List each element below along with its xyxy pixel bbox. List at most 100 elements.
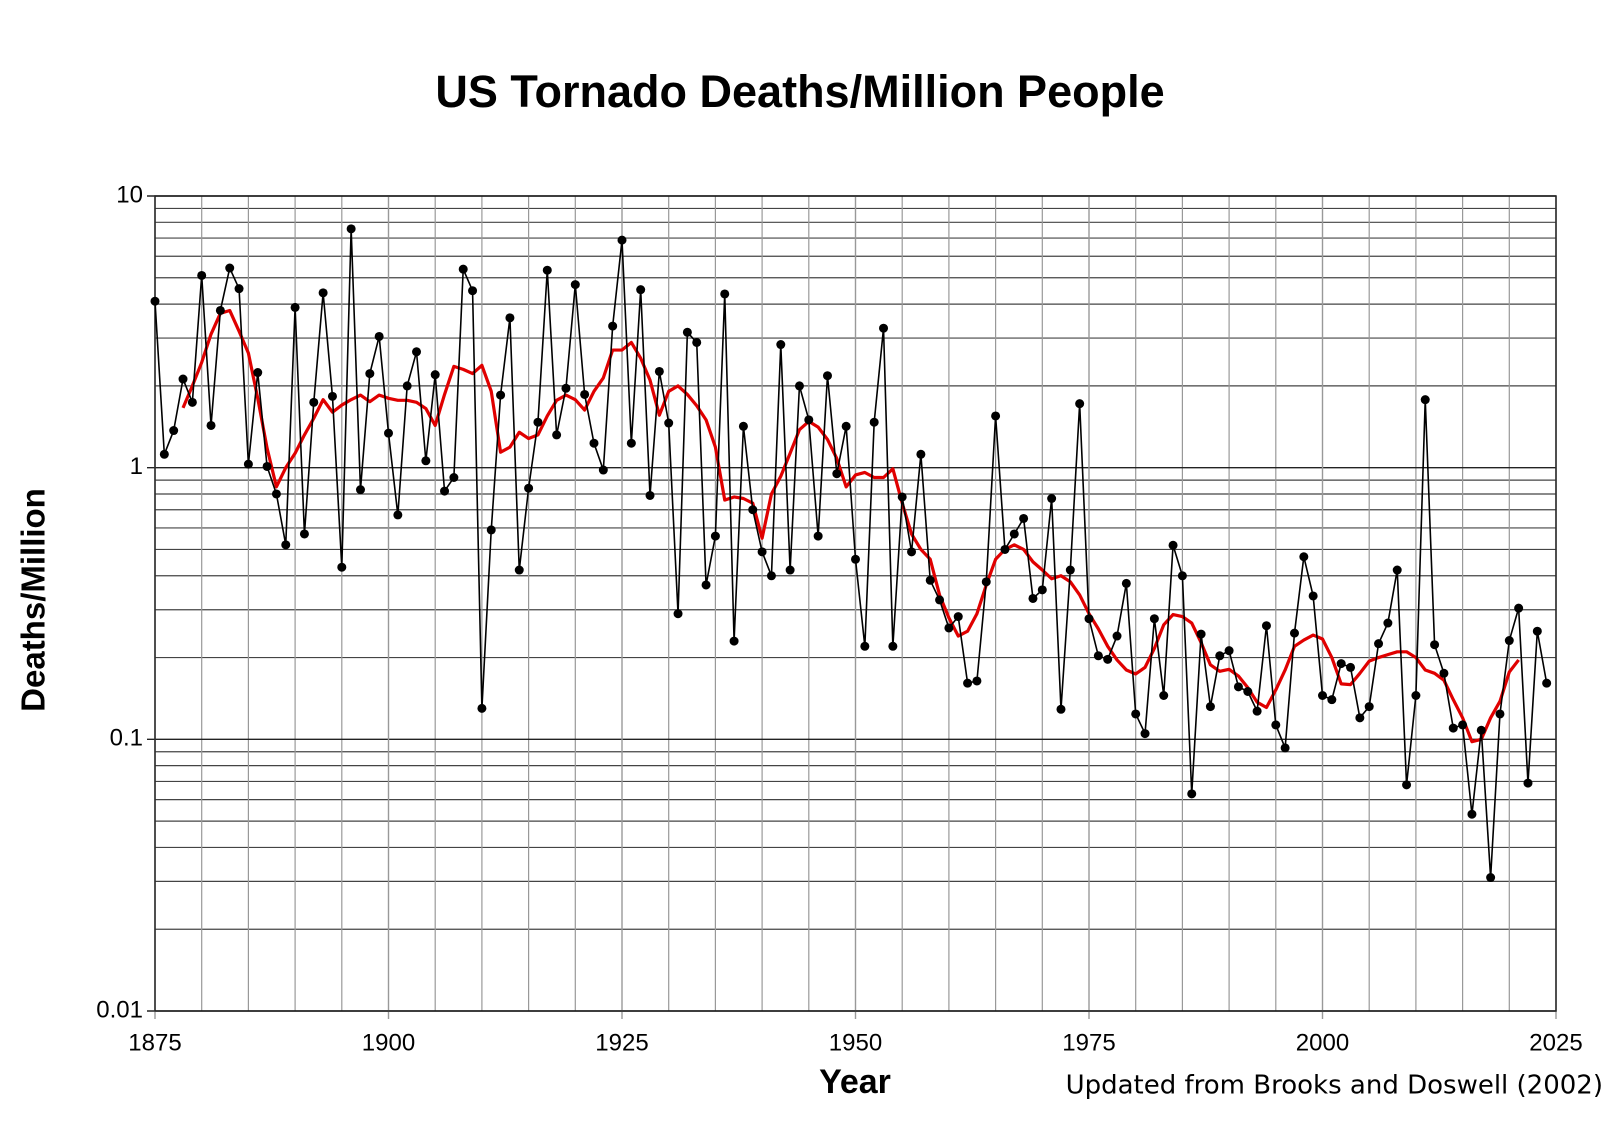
data-point <box>1458 720 1468 730</box>
series-line <box>154 228 1548 879</box>
data-point <box>981 577 991 587</box>
y-tick-label: 0.01 <box>96 996 143 1023</box>
data-point <box>1009 529 1019 539</box>
data-point <box>1196 629 1206 639</box>
source-note: Updated from Brooks and Doswell (2002) <box>1066 1071 1603 1101</box>
data-point <box>879 323 889 333</box>
x-tick-label: 1900 <box>362 1029 415 1056</box>
data-point <box>832 469 842 479</box>
data-point <box>524 483 534 493</box>
data-point <box>440 486 450 496</box>
data-point <box>1430 640 1440 650</box>
data-point <box>1289 628 1299 638</box>
data-point <box>1121 578 1131 588</box>
data-point <box>299 529 309 539</box>
data-point <box>776 340 786 350</box>
data-point <box>1047 494 1057 504</box>
data-point <box>1215 651 1225 661</box>
data-point <box>888 641 898 651</box>
x-tick-label: 1950 <box>829 1029 882 1056</box>
data-point <box>346 224 356 234</box>
data-point <box>822 371 832 381</box>
data-point <box>1205 702 1215 712</box>
data-point <box>963 678 973 688</box>
data-point <box>1383 618 1393 628</box>
data-point <box>1448 723 1458 733</box>
data-point <box>972 676 982 686</box>
data-point <box>337 562 347 572</box>
data-point <box>384 428 393 438</box>
data-point <box>935 595 945 605</box>
data-point <box>542 265 552 275</box>
data-point <box>197 270 207 280</box>
data-point <box>1103 654 1113 664</box>
data-point <box>664 418 674 428</box>
data-point <box>561 383 571 393</box>
y-axis-label: Deaths/Million <box>15 488 52 712</box>
data-point <box>421 456 431 466</box>
data-point <box>1159 690 1169 700</box>
data-point <box>327 391 337 401</box>
data-point <box>804 415 814 425</box>
data-point <box>944 623 954 633</box>
data-point <box>1392 565 1402 575</box>
data-point <box>1542 678 1552 688</box>
data-point <box>1308 591 1318 601</box>
data-point <box>1140 729 1150 739</box>
data-point <box>1439 668 1449 678</box>
data-point <box>496 390 506 400</box>
x-tick-label: 1975 <box>1062 1029 1115 1056</box>
data-point <box>1476 725 1486 735</box>
data-point <box>412 347 422 357</box>
data-point <box>617 235 627 245</box>
data-point <box>309 397 319 407</box>
data-point <box>710 531 720 541</box>
data-point <box>654 366 664 376</box>
data-point <box>1271 720 1281 730</box>
data-point <box>458 264 468 274</box>
chart-title: US Tornado Deaths/Million People <box>435 66 1164 117</box>
data-point <box>1318 690 1327 700</box>
data-point <box>468 286 478 296</box>
data-point <box>1028 593 1038 603</box>
data-point <box>580 389 590 399</box>
data-point <box>1056 704 1066 714</box>
data-point <box>608 321 618 331</box>
data-point <box>253 368 263 378</box>
data-point <box>1037 585 1047 595</box>
data-point <box>589 438 599 448</box>
data-point <box>692 337 702 347</box>
y-tick-label: 1 <box>130 453 143 480</box>
data-point <box>1093 651 1103 661</box>
data-point <box>150 296 160 306</box>
y-tick-label: 0.1 <box>110 725 143 752</box>
data-point <box>916 449 926 459</box>
data-point <box>178 374 188 384</box>
data-point <box>262 461 272 471</box>
data-point <box>1486 873 1496 883</box>
data-point <box>1364 702 1374 712</box>
data-point <box>1065 565 1075 575</box>
data-point <box>645 490 655 500</box>
data-point <box>897 492 907 502</box>
data-point <box>1019 513 1029 523</box>
data-point <box>1149 614 1159 624</box>
x-tick-label: 1925 <box>595 1029 648 1056</box>
data-point <box>813 531 823 541</box>
data-point <box>477 703 487 713</box>
data-point <box>505 313 515 323</box>
data-point <box>225 263 235 273</box>
data-point <box>729 636 739 646</box>
x-axis-label: Year <box>819 1063 891 1101</box>
data-point <box>1467 809 1477 819</box>
data-point <box>1224 646 1234 656</box>
y-tick-label: 10 <box>116 181 143 208</box>
data-point <box>1075 399 1085 409</box>
data-point <box>365 369 375 379</box>
data-point <box>1280 743 1290 753</box>
data-point <box>1261 621 1271 631</box>
data-point <box>1131 709 1141 719</box>
data-point <box>402 381 412 391</box>
data-point <box>1233 682 1243 692</box>
